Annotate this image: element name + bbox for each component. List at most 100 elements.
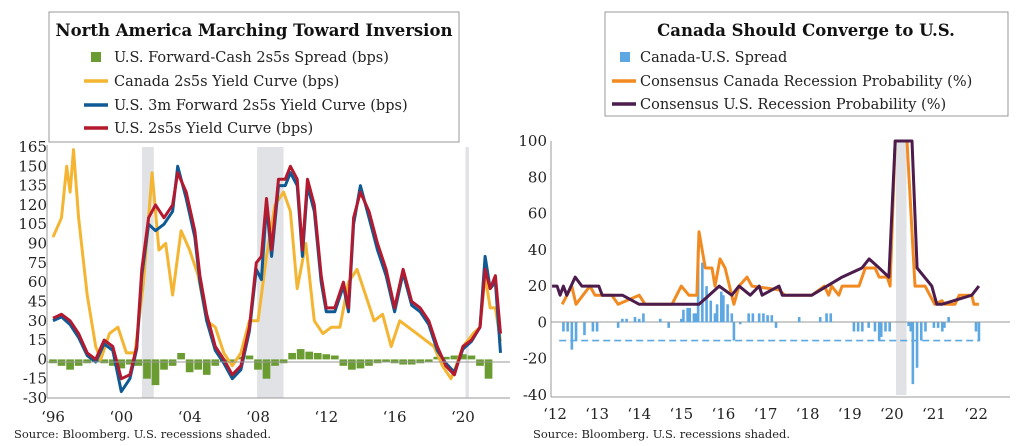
x-tick-label: ‘96	[41, 408, 65, 426]
y-tick-label: 90	[28, 235, 47, 253]
y-tick-label: 0	[537, 313, 547, 331]
y-tick-label: -40	[523, 386, 547, 404]
bar-u-s-forward-cash-2s5s-spread-bps	[271, 359, 279, 366]
bar-u-s-forward-cash-2s5s-spread-bps	[433, 356, 442, 360]
bar-canada-u-s-spread	[667, 322, 670, 328]
bar-canada-u-s-spread	[595, 322, 599, 332]
x-tick-label: ‘17	[754, 405, 778, 423]
x-tick-label: ‘22	[964, 405, 988, 423]
y-tick-label: 60	[528, 205, 547, 223]
bar-u-s-forward-cash-2s5s-spread-bps	[296, 349, 305, 360]
legend-label: Canada-U.S. Spread	[640, 50, 787, 66]
recession-band	[465, 147, 469, 398]
bar-canada-u-s-spread	[867, 322, 870, 328]
bar-canada-u-s-spread	[680, 318, 683, 323]
legend-swatch-green-bar	[91, 52, 101, 62]
bar-u-s-forward-cash-2s5s-spread-bps	[202, 359, 211, 375]
bar-u-s-forward-cash-2s5s-spread-bps	[117, 359, 126, 369]
bar-canada-u-s-spread	[861, 322, 864, 332]
bar-u-s-forward-cash-2s5s-spread-bps	[194, 359, 203, 370]
line-u-s-2s5s-yield-curve-bps	[52, 164, 502, 381]
bar-u-s-forward-cash-2s5s-spread-bps	[143, 359, 151, 379]
line-consensus-u-s-recession-probability	[552, 139, 981, 306]
bar-u-s-forward-cash-2s5s-spread-bps	[441, 356, 450, 360]
bar-canada-u-s-spread	[574, 322, 578, 341]
legend-label: U.S. 3m Forward 2s5s Yield Curve (bps)	[114, 98, 408, 114]
bar-canada-u-s-spread	[722, 295, 725, 323]
bar-u-s-forward-cash-2s5s-spread-bps	[348, 359, 356, 370]
bar-u-s-forward-cash-2s5s-spread-bps	[57, 359, 66, 366]
legend-label: U.S. Forward-Cash 2s5s Spread (bps)	[114, 50, 389, 66]
bar-canada-u-s-spread	[570, 322, 574, 350]
legend: U.S. Forward-Cash 2s5s Spread (bps) Cana…	[84, 50, 408, 137]
x-tick-label: ‘16	[383, 408, 407, 426]
x-tick-label: ‘21	[922, 405, 946, 423]
bar-u-s-forward-cash-2s5s-spread-bps	[185, 359, 194, 373]
bar-canada-u-s-spread	[924, 322, 927, 332]
bar-u-s-forward-cash-2s5s-spread-bps	[66, 359, 74, 370]
bar-canada-u-s-spread	[591, 322, 595, 332]
bar-canada-u-s-spread	[818, 316, 822, 323]
bar-canada-u-s-spread	[911, 322, 915, 385]
y-tick-label: -15	[23, 370, 47, 388]
bar-canada-u-s-spread	[709, 300, 713, 323]
left-series-lines	[51, 148, 502, 394]
bar-u-s-forward-cash-2s5s-spread-bps	[288, 352, 296, 360]
bar-u-s-forward-cash-2s5s-spread-bps	[134, 359, 143, 366]
bar-u-s-forward-cash-2s5s-spread-bps	[459, 354, 467, 360]
bar-u-s-forward-cash-2s5s-spread-bps	[168, 359, 177, 366]
source-note: Source: Bloomberg. U.S. recessions shade…	[14, 427, 271, 441]
bar-canada-u-s-spread	[941, 322, 944, 332]
bar-u-s-forward-cash-2s5s-spread-bps	[390, 359, 399, 364]
y-tick-label: 75	[28, 254, 47, 272]
bar-canada-u-s-spread	[770, 315, 774, 323]
bar-u-s-forward-cash-2s5s-spread-bps	[177, 352, 185, 360]
legend-label: Consensus U.S. Recession Probability (%)	[640, 97, 946, 113]
bar-canada-u-s-spread	[915, 322, 919, 368]
bar-canada-u-s-spread	[642, 313, 645, 323]
y-tick-label: 165	[18, 138, 47, 156]
bar-u-s-forward-cash-2s5s-spread-bps	[228, 359, 237, 364]
bar-canada-u-s-spread	[943, 322, 946, 328]
y-tick-label: 150	[18, 157, 47, 175]
bar-canada-u-s-spread	[977, 322, 981, 341]
y-tick-label: -30	[23, 389, 47, 407]
y-tick-labels: 100 80 60 40 20 0 -20 -40	[518, 132, 547, 404]
bar-u-s-forward-cash-2s5s-spread-bps	[245, 355, 254, 360]
bar-u-s-forward-cash-2s5s-spread-bps	[211, 359, 220, 366]
bar-canada-u-s-spread	[726, 304, 729, 323]
bar-canada-u-s-spread	[694, 313, 698, 323]
bar-canada-u-s-spread	[829, 313, 833, 323]
bar-u-s-forward-cash-2s5s-spread-bps	[160, 359, 168, 370]
bar-u-s-forward-cash-2s5s-spread-bps	[74, 359, 83, 366]
bar-u-s-forward-cash-2s5s-spread-bps	[262, 359, 271, 379]
x-tick-label: ‘19	[838, 405, 862, 423]
y-tick-label: 30	[28, 312, 47, 330]
bar-u-s-forward-cash-2s5s-spread-bps	[424, 359, 433, 362]
bar-canada-u-s-spread	[884, 322, 887, 332]
legend-box	[48, 11, 460, 143]
bar-canada-u-s-spread	[730, 313, 734, 323]
bar-canada-u-s-spread	[621, 318, 624, 323]
chart-title: Canada Should Converge to U.S.	[657, 21, 955, 40]
legend: Canada-U.S. Spread Consensus Canada Rece…	[612, 50, 972, 113]
bar-canada-u-s-spread	[701, 262, 704, 323]
bar-canada-u-s-spread	[751, 313, 755, 323]
x-tick-label: ‘12	[314, 408, 338, 426]
bar-canada-u-s-spread	[625, 318, 628, 323]
bar-canada-u-s-spread	[566, 322, 569, 332]
bar-canada-u-s-spread	[658, 318, 662, 323]
x-tick-label: ‘13	[585, 405, 609, 423]
bar-u-s-forward-cash-2s5s-spread-bps	[151, 359, 160, 386]
legend-swatch-lightblue-bar	[620, 52, 630, 62]
bar-canada-u-s-spread	[936, 322, 940, 328]
y-tick-label: 0	[37, 350, 47, 368]
bar-u-s-forward-cash-2s5s-spread-bps	[450, 355, 459, 360]
bar-u-s-forward-cash-2s5s-spread-bps	[484, 359, 493, 379]
x-tick-label: ‘12	[543, 405, 567, 423]
legend-box	[604, 11, 1009, 117]
bar-u-s-forward-cash-2s5s-spread-bps	[382, 359, 390, 362]
bar-canada-u-s-spread	[715, 304, 719, 323]
bar-canada-u-s-spread	[888, 322, 891, 332]
